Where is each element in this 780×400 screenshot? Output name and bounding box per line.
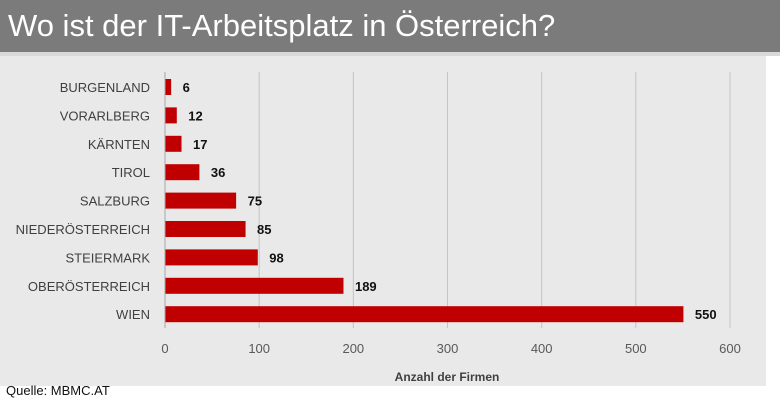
data-label: 36 xyxy=(211,165,225,180)
category-label: WIEN xyxy=(116,307,150,322)
bar xyxy=(165,135,182,152)
chart-area xyxy=(0,56,766,386)
bar xyxy=(165,277,344,294)
category-label: NIEDERÖSTERREICH xyxy=(16,222,150,237)
bar xyxy=(165,306,684,323)
bar xyxy=(165,164,200,181)
title-divider xyxy=(0,52,780,56)
x-tick-label: 200 xyxy=(342,341,364,356)
x-tick-label: 600 xyxy=(719,341,741,356)
bar xyxy=(165,79,172,95)
bar xyxy=(165,221,246,237)
page-title: Wo ist der IT-Arbeitsplatz in Österreich… xyxy=(8,8,556,43)
category-label: TIROL xyxy=(112,165,150,180)
data-label: 75 xyxy=(248,194,262,209)
data-label: 85 xyxy=(257,222,271,237)
source-note: Quelle: MBMC.AT xyxy=(6,383,110,398)
data-label: 98 xyxy=(269,250,283,265)
data-label: 12 xyxy=(188,108,202,123)
x-tick-label: 400 xyxy=(531,341,553,356)
data-label: 189 xyxy=(355,279,377,294)
bar xyxy=(165,249,258,266)
category-label: BURGENLAND xyxy=(60,80,150,95)
bar xyxy=(165,107,177,124)
x-tick-label: 100 xyxy=(248,341,270,356)
title-bar: Wo ist der IT-Arbeitsplatz in Österreich… xyxy=(0,0,780,52)
x-tick-label: 300 xyxy=(437,341,459,356)
category-label: VORARLBERG xyxy=(60,108,150,123)
category-label: SALZBURG xyxy=(80,194,150,209)
category-label: STEIERMARK xyxy=(65,250,150,265)
x-tick-label: 500 xyxy=(625,341,647,356)
data-label: 17 xyxy=(193,137,207,152)
category-label: OBERÖSTERREICH xyxy=(28,279,150,294)
data-label: 6 xyxy=(183,80,190,95)
x-tick-label: 0 xyxy=(161,341,168,356)
data-label: 550 xyxy=(695,307,717,322)
bar xyxy=(165,192,237,209)
category-label: KÄRNTEN xyxy=(88,137,150,152)
x-axis-label: Anzahl der Firmen xyxy=(395,370,500,384)
